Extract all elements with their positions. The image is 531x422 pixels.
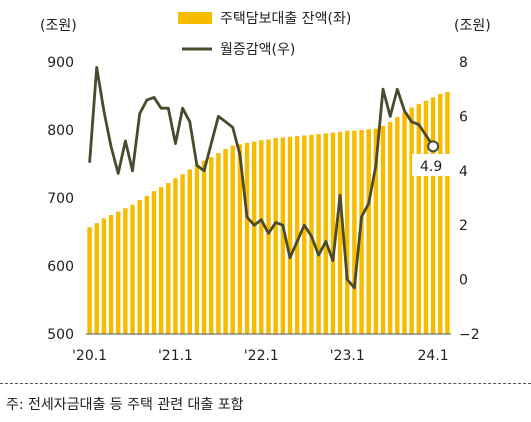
bar (423, 100, 429, 334)
bar (395, 117, 400, 334)
right-tick-label: 4 (459, 164, 468, 180)
bar (158, 187, 164, 334)
bar (166, 183, 171, 334)
bar (94, 223, 99, 334)
bar (87, 227, 92, 334)
line-series (88, 66, 440, 290)
bar (287, 136, 293, 334)
legend-line-label: 월증감액(우) (220, 42, 295, 58)
x-tick-label: '23.1 (330, 348, 365, 364)
left-tick-label: 600 (47, 259, 74, 275)
bar (237, 144, 243, 334)
bar (251, 141, 257, 334)
bar (387, 121, 393, 334)
bar (266, 139, 271, 334)
bar (259, 140, 264, 334)
callout-box (412, 154, 452, 176)
footnote: 주: 전세자금대출 등 주택 관련 대출 포함 (6, 397, 244, 413)
bar (316, 134, 321, 334)
right-tick-label: 8 (459, 55, 468, 71)
bar (445, 91, 450, 334)
bar (123, 208, 128, 334)
right-tick-label: 0 (459, 273, 468, 289)
bar (144, 195, 150, 334)
bar (244, 142, 250, 334)
bar (137, 200, 142, 334)
bar (273, 138, 278, 334)
bar (345, 130, 350, 334)
x-tick-label: '21.1 (158, 348, 193, 364)
bar (294, 136, 300, 334)
bar (330, 132, 336, 334)
bar (352, 130, 357, 334)
left-tick-label: 900 (47, 55, 74, 71)
legend-bar-swatch (178, 12, 212, 24)
bar (366, 129, 371, 334)
left-axis-unit: (조원) (40, 18, 77, 34)
bar (115, 211, 121, 334)
bar (438, 93, 443, 335)
bar (359, 130, 364, 334)
bar (194, 165, 200, 334)
bar (323, 133, 328, 334)
right-tick-label: 2 (459, 218, 468, 234)
axis-labels: 900 800 700 600 500 8 6 4 2 0 −2 '20.1 '21.1 '22.1 '23… (47, 55, 479, 364)
footnote-separator (0, 383, 531, 384)
chart-canvas: 900 800 700 600 500 8 6 4 2 0 −2 '20.1 '21.1 '22.1 '23… (40, 11, 491, 364)
callout-value: 4.9 (420, 159, 442, 175)
bar (373, 128, 379, 334)
legend-bar-label: 주택담보대출 잔액(좌) (220, 11, 351, 27)
line-path (88, 66, 435, 290)
bar (187, 169, 192, 334)
bar (108, 215, 114, 334)
bar (130, 204, 135, 334)
bar (230, 145, 235, 334)
bar (223, 149, 228, 334)
right-tick-label: 6 (459, 109, 468, 125)
x-tick-label: '20.1 (72, 348, 107, 364)
last-point-marker (427, 140, 440, 153)
right-axis-unit: (조원) (454, 18, 491, 34)
bar (201, 160, 207, 334)
left-tick-label: 800 (47, 123, 74, 139)
bar (380, 125, 386, 334)
x-tick-label: '22.1 (244, 348, 279, 364)
bar (430, 97, 436, 334)
bar (173, 178, 178, 334)
bar (409, 107, 414, 334)
left-tick-label: 700 (47, 191, 74, 207)
bar (151, 191, 157, 334)
x-tick-label: 24.1 (418, 348, 449, 364)
bar-series (87, 91, 450, 335)
bar (180, 174, 185, 334)
right-tick-label: −2 (459, 327, 480, 343)
left-tick-label: 500 (47, 327, 74, 343)
bar (402, 112, 407, 334)
last-value-callout: 4.9 (412, 154, 452, 176)
bar (337, 132, 343, 334)
bar (216, 153, 221, 334)
bar (209, 157, 214, 334)
bar (302, 135, 307, 334)
bar (101, 218, 107, 334)
bar (280, 137, 286, 334)
bar (416, 104, 422, 334)
legend: 주택담보대출 잔액(좌) 월증감액(우) (178, 11, 351, 58)
